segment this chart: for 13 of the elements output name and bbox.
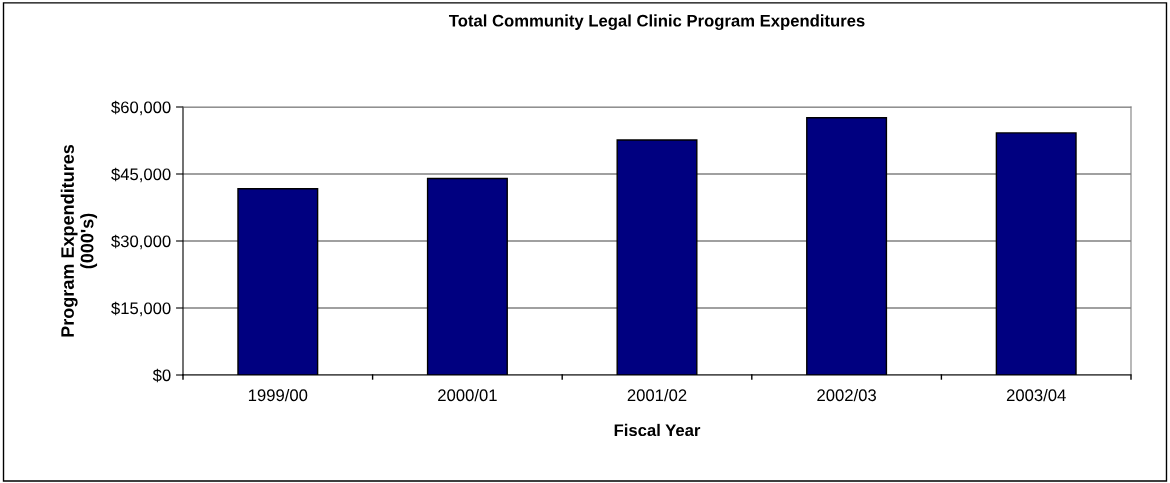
- x-axis-title: Fiscal Year: [614, 423, 701, 437]
- y-tick-label: $60,000: [111, 100, 171, 116]
- y-tick-label: $15,000: [111, 301, 171, 317]
- x-tick-label: 1999/00: [248, 388, 308, 402]
- chart-title: Total Community Legal Clinic Program Expenditures: [448, 14, 865, 30]
- y-tick-label: $0: [152, 368, 171, 383]
- x-tick-label: 2003/04: [1006, 388, 1066, 402]
- x-tick-label: 2000/01: [438, 388, 497, 402]
- y-tick-label: $45,000: [111, 167, 171, 183]
- y-tick-label: $30,000: [111, 234, 171, 250]
- y-axis-title: Program Expenditures (000's): [60, 144, 98, 337]
- x-tick-label: 2002/03: [817, 388, 876, 402]
- x-tick-label: 2001/02: [627, 388, 687, 402]
